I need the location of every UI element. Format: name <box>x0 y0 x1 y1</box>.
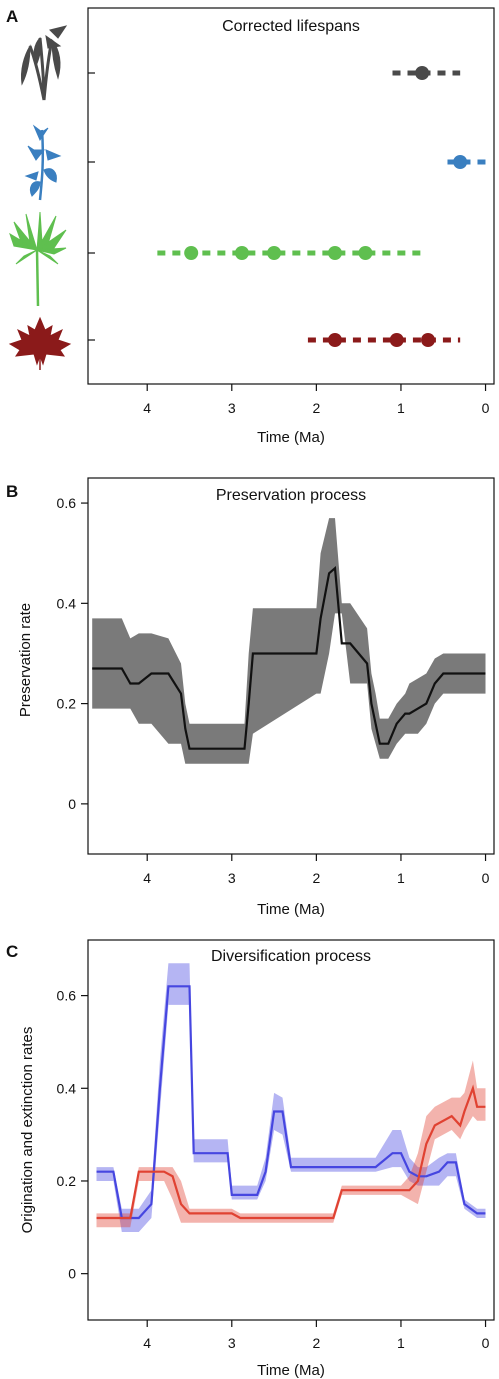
chart-title-a: Corrected lifespans <box>222 18 360 35</box>
c-y-tick-label: 0.4 <box>57 1080 77 1096</box>
a-x-tick-label: 3 <box>228 400 236 416</box>
b-x-tick-label: 3 <box>228 870 236 886</box>
a-x-tick-label: 1 <box>397 400 405 416</box>
lifespan-point <box>421 333 436 347</box>
extinction-rate-band <box>96 1060 486 1228</box>
origination-rate-band <box>96 963 486 1232</box>
lifespan-point <box>358 246 373 260</box>
c-y-tick-label: 0 <box>68 1266 76 1282</box>
b-y-tick-label: 0.4 <box>57 595 77 611</box>
chart-title-b: Preservation process <box>216 487 366 504</box>
lifespan-point <box>453 155 468 169</box>
lifespan-point <box>415 66 430 80</box>
panel-label-b: B <box>6 482 18 501</box>
c-x-tick-label: 1 <box>397 1335 405 1351</box>
a-x-tick-label: 2 <box>312 400 320 416</box>
axis-ticks-c: 4 3 2 1 0 0 0.2 0.4 0.6 <box>57 988 490 1351</box>
c-x-tick-label: 3 <box>228 1335 236 1351</box>
lifespan-point <box>234 246 249 260</box>
origination-rate-line <box>96 985 486 1220</box>
plot-frame-a <box>87 7 495 385</box>
b-x-tick-label: 2 <box>312 870 320 886</box>
c-x-tick-label: 2 <box>312 1335 320 1351</box>
x-ticks-a: 4 3 2 1 0 <box>143 384 490 416</box>
lifespan-point <box>327 333 342 347</box>
lifespan-marks <box>88 66 490 347</box>
x-axis-label-a: Time (Ma) <box>257 429 325 446</box>
c-y-tick-label: 0.6 <box>57 988 77 1004</box>
chart-title-c: Diversification process <box>211 948 371 965</box>
b-x-tick-label: 4 <box>143 870 151 886</box>
preservation-rate-band <box>92 518 486 764</box>
plot-frame-c <box>87 939 495 1321</box>
b-x-tick-label: 0 <box>482 870 490 886</box>
axis-ticks-b: 4 3 2 1 0 0 0.2 0.4 0.6 <box>57 495 490 886</box>
c-y-tick-label: 0.2 <box>57 1173 77 1189</box>
panel-a: A Corrected lifespans Time (Ma) 4 3 2 1 0 <box>6 7 495 446</box>
grass-silhouette-icon <box>21 25 68 101</box>
c-x-tick-label: 0 <box>482 1335 490 1351</box>
lifespan-point <box>389 333 404 347</box>
maple-leaf-silhouette-icon <box>8 316 72 370</box>
y-axis-label-b: Preservation rate <box>17 603 34 717</box>
lifespan-point <box>184 246 199 260</box>
panel-c: C Diversification process Time (Ma) Orig… <box>6 939 495 1379</box>
diversification-series <box>96 963 486 1232</box>
iris-silhouette-icon <box>24 124 62 201</box>
b-y-tick-label: 0 <box>68 796 76 812</box>
b-x-tick-label: 1 <box>397 870 405 886</box>
a-x-tick-label: 4 <box>143 400 151 416</box>
lifespan-point <box>267 246 282 260</box>
y-axis-label-c: Origination and extinction rates <box>19 1027 36 1234</box>
panel-label-c: C <box>6 942 18 961</box>
preservation-series <box>92 518 486 764</box>
b-y-tick-label: 0.6 <box>57 495 77 511</box>
x-axis-label-c: Time (Ma) <box>257 1362 325 1379</box>
panel-b: B Preservation process Time (Ma) Preserv… <box>6 477 495 918</box>
extinction-rate-line <box>96 1084 486 1220</box>
plot-frame-b <box>87 477 495 855</box>
c-x-tick-label: 4 <box>143 1335 151 1351</box>
lupine-leaf-silhouette-icon <box>9 211 67 307</box>
lifespan-point <box>327 246 342 260</box>
x-axis-label-b: Time (Ma) <box>257 901 325 918</box>
a-x-tick-label: 0 <box>482 400 490 416</box>
b-y-tick-label: 0.2 <box>57 696 77 712</box>
preservation-rate-line <box>92 565 486 750</box>
panel-label-a: A <box>6 7 18 26</box>
